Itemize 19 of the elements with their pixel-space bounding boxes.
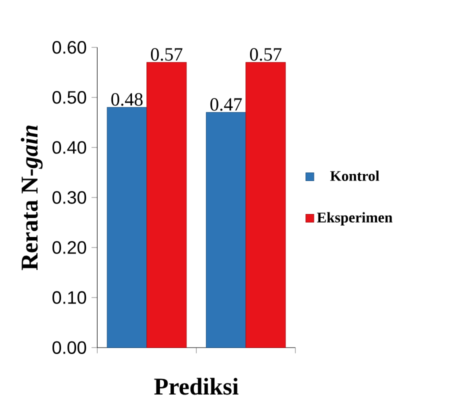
y-tick-label: 0.20: [52, 241, 86, 254]
y-axis-title: Rerata N-gain: [20, 126, 43, 270]
data-label: 0.47: [210, 98, 242, 112]
bar: [246, 62, 286, 348]
bar: [206, 112, 246, 348]
bar: [106, 107, 148, 348]
legend-label: Eksperimen: [317, 212, 392, 226]
y-tick-label: 0.10: [52, 291, 86, 304]
y-tick-label: 0.30: [52, 191, 86, 204]
x-axis-title: Prediksi: [154, 378, 238, 395]
bar: [146, 62, 187, 348]
legend-label: Kontrol: [330, 170, 380, 182]
data-label: 0.48: [111, 93, 143, 106]
y-tick-label: 0.40: [52, 141, 86, 154]
data-label: 0.57: [150, 48, 182, 61]
y-tick-label: 0.60: [52, 41, 86, 54]
data-label: 0.57: [250, 48, 282, 61]
y-tick-label: 0.00: [52, 341, 86, 354]
y-tick-label: 0.50: [52, 91, 86, 104]
